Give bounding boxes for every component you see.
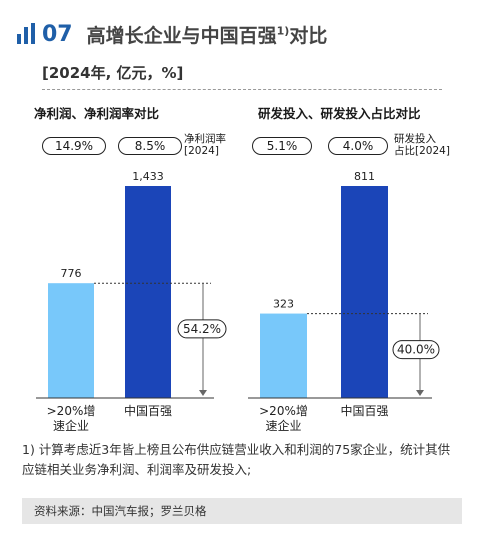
bar-value-label-0-1: 1,433 [132,170,164,183]
title-main: 高增长企业与中国百强 [86,24,277,47]
bar-0-0 [48,283,94,398]
bar-value-label-1-1: 811 [354,170,375,183]
section-header: 07 高增长企业与中国百强1)对比 [16,20,327,48]
unit-label: [2024年, 亿元，%] [42,64,184,82]
gap-label-1: 40.0% [397,343,435,357]
page-title: 高增长企业与中国百强1)对比 [87,21,328,48]
divider [42,89,442,90]
right-panel-title: 研发投入、研发投入占比对比 [258,106,421,121]
category-label-1-1-0: 中国百强 [340,403,388,418]
rate-pill-left-1: 14.9% [42,137,106,155]
rate-label-left: 净利润率 [2024] [184,133,226,157]
gap-label-box-1 [392,340,440,360]
category-label-1-0-0: >20%增 [259,404,308,418]
gap-label-box-0 [177,319,227,339]
bar-value-label-1-0: 323 [273,298,294,311]
rate-pill-right-2: 4.0% [328,137,388,155]
section-number: 07 [42,21,73,47]
bar-chart-icon [17,23,35,44]
category-label-0-0-1: 速企业 [53,418,89,433]
title-footnote-mark: 1) [276,24,290,38]
bar-1-0 [260,313,307,398]
rate-label-right: 研发投入 占比[2024] [394,133,450,157]
bar-1-1 [341,186,388,398]
gap-arrow-head-0 [199,390,207,396]
category-label-1-0-1: 速企业 [265,418,301,433]
bar-value-label-0-0: 776 [61,267,82,280]
left-panel-title: 净利润、净利润率对比 [34,106,160,121]
rate-pill-left-2: 8.5% [118,137,182,155]
category-label-0-1-0: 中国百强 [124,403,172,418]
gap-arrow-head-1 [416,390,424,396]
title-tail: 对比 [289,24,328,47]
category-label-0-0-0: >20%增 [47,404,96,418]
gap-label-0: 54.2% [183,322,221,336]
bar-0-1 [125,186,171,398]
source-note: 资料来源：中国汽车报；罗兰贝格 [22,498,462,524]
rate-pill-right-1: 5.1% [252,137,312,155]
footnote: 1) 计算考虑近3年皆上榜且公布供应链营业收入和利润的75家企业，统计其供应链相… [22,442,451,477]
